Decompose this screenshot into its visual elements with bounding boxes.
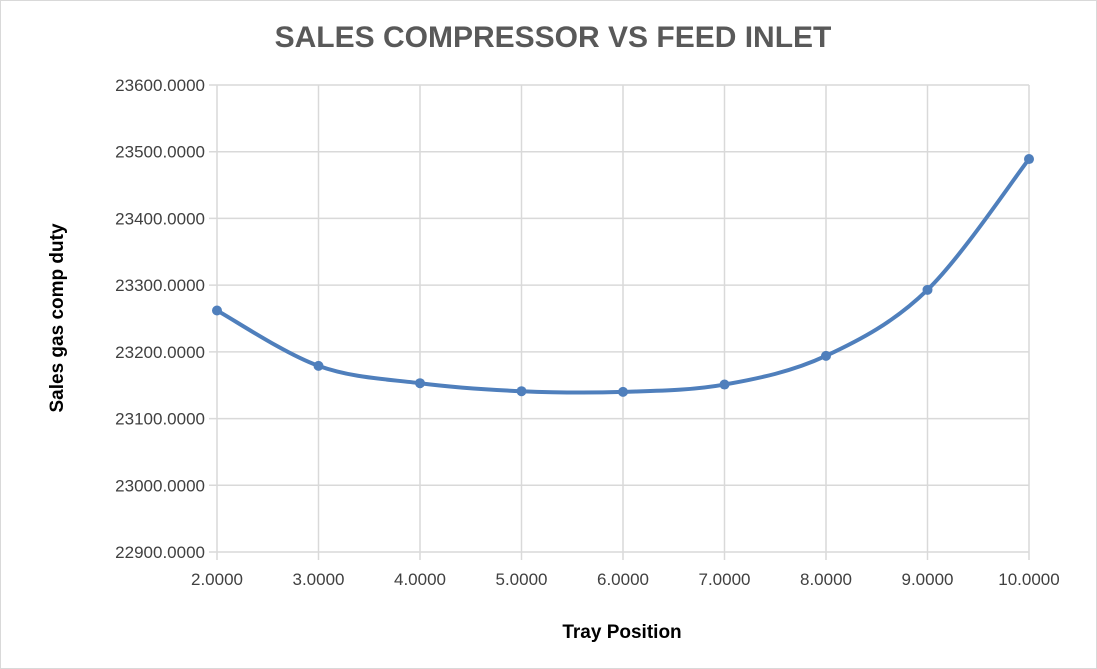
x-tick-label: 7.0000 (699, 570, 751, 589)
gridlines (209, 84, 1030, 560)
data-point (313, 360, 324, 371)
data-point (618, 386, 628, 397)
x-tick-label: 8.0000 (800, 570, 852, 589)
y-axis-ticks: 23600.0000 23500.0000 23400.0000 23300.0000… (115, 76, 205, 562)
x-tick-label: 9.0000 (902, 570, 954, 589)
y-tick-label: 23500.0000 (115, 143, 205, 162)
y-tick-label: 23200.0000 (115, 343, 205, 362)
y-tick-label: 22900.0000 (115, 543, 205, 562)
y-tick-label: 23000.0000 (115, 476, 205, 495)
x-tick-label: 2.0000 (191, 570, 243, 589)
x-tick-label: 4.0000 (394, 570, 446, 589)
data-point (415, 378, 425, 389)
y-tick-label: 23100.0000 (115, 410, 205, 429)
data-point (922, 284, 933, 295)
data-point (719, 379, 730, 390)
chart-title: SALES COMPRESSOR VS FEED INLET (275, 21, 832, 54)
data-point (212, 305, 222, 316)
y-tick-label: 23400.0000 (115, 209, 205, 228)
data-point (1024, 154, 1034, 165)
y-tick-label: 23300.0000 (115, 276, 205, 295)
data-series (212, 154, 1034, 397)
data-point (516, 386, 527, 397)
y-axis-title: Sales gas comp duty (47, 223, 68, 412)
data-point (821, 350, 831, 361)
x-axis-ticks: 2.0000 3.0000 4.0000 5.0000 6.0000 7.0000 8.00… (191, 570, 1060, 589)
x-tick-label: 3.0000 (293, 570, 345, 589)
x-tick-label: 6.0000 (597, 570, 649, 589)
x-axis-title: Tray Position (562, 622, 681, 643)
x-tick-label: 10.0000 (998, 570, 1059, 589)
x-tick-label: 5.0000 (496, 570, 548, 589)
y-tick-label: 23600.0000 (115, 76, 205, 95)
